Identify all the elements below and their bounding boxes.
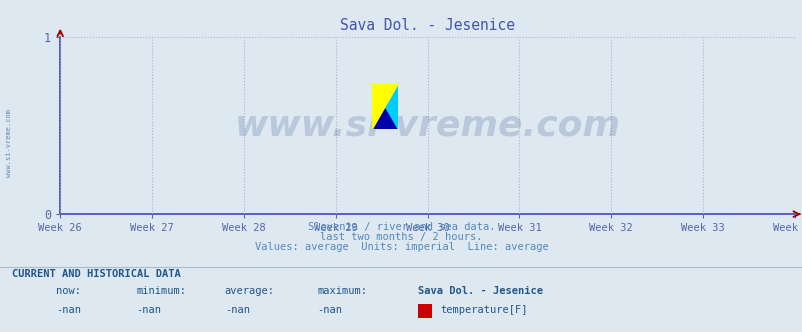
Polygon shape [372,84,398,129]
Text: Values: average  Units: imperial  Line: average: Values: average Units: imperial Line: av… [254,242,548,252]
Text: www.si-vreme.com: www.si-vreme.com [234,108,620,142]
Text: -nan: -nan [225,305,249,315]
Polygon shape [372,84,398,129]
Title: Sava Dol. - Jesenice: Sava Dol. - Jesenice [340,18,514,33]
Text: average:: average: [225,286,274,296]
Text: -nan: -nan [56,305,81,315]
Polygon shape [372,84,398,129]
Text: Slovenia / river and sea data.: Slovenia / river and sea data. [307,222,495,232]
Text: www.si-vreme.com: www.si-vreme.com [6,109,12,177]
Text: Sava Dol. - Jesenice: Sava Dol. - Jesenice [417,286,542,296]
Text: minimum:: minimum: [136,286,186,296]
Text: now:: now: [56,286,81,296]
Text: CURRENT AND HISTORICAL DATA: CURRENT AND HISTORICAL DATA [12,269,180,279]
Text: temperature[F]: temperature[F] [439,305,527,315]
Text: last two months / 2 hours.: last two months / 2 hours. [320,232,482,242]
Text: -nan: -nan [317,305,342,315]
Text: -nan: -nan [136,305,161,315]
Text: maximum:: maximum: [317,286,367,296]
